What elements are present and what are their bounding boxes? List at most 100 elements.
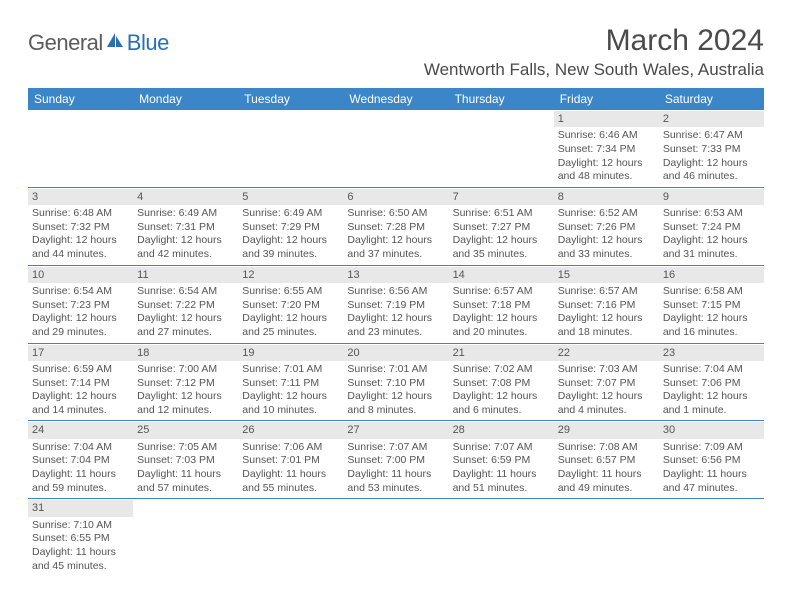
sunrise-text: Sunrise: 6:53 AM	[663, 207, 760, 221]
day-number: 6	[343, 189, 448, 205]
calendar-cell: 13Sunrise: 6:56 AMSunset: 7:19 PMDayligh…	[343, 265, 448, 343]
sunset-text: Sunset: 7:08 PM	[453, 377, 550, 391]
day-number: 1	[554, 111, 659, 127]
daylight-text: and 16 minutes.	[663, 326, 760, 340]
daylight-text: and 14 minutes.	[32, 404, 129, 418]
sunset-text: Sunset: 7:18 PM	[453, 299, 550, 313]
logo-text-general: General	[28, 30, 103, 56]
daylight-text: and 10 minutes.	[242, 404, 339, 418]
daylight-text: Daylight: 12 hours	[242, 390, 339, 404]
day-number: 30	[659, 422, 764, 438]
daylight-text: Daylight: 12 hours	[137, 312, 234, 326]
sunset-text: Sunset: 6:57 PM	[558, 454, 655, 468]
day-header: Monday	[133, 88, 238, 110]
day-number: 23	[659, 345, 764, 361]
calendar-cell: 25Sunrise: 7:05 AMSunset: 7:03 PMDayligh…	[133, 421, 238, 499]
sunrise-text: Sunrise: 6:47 AM	[663, 129, 760, 143]
calendar-cell: 8Sunrise: 6:52 AMSunset: 7:26 PMDaylight…	[554, 187, 659, 265]
daylight-text: Daylight: 12 hours	[242, 234, 339, 248]
sunrise-text: Sunrise: 7:08 AM	[558, 441, 655, 455]
daylight-text: Daylight: 11 hours	[32, 546, 129, 560]
sunset-text: Sunset: 6:59 PM	[453, 454, 550, 468]
sunset-text: Sunset: 7:22 PM	[137, 299, 234, 313]
day-header: Tuesday	[238, 88, 343, 110]
daylight-text: Daylight: 11 hours	[347, 468, 444, 482]
sunrise-text: Sunrise: 7:07 AM	[453, 441, 550, 455]
day-number: 7	[449, 189, 554, 205]
daylight-text: Daylight: 11 hours	[453, 468, 550, 482]
calendar-cell	[133, 499, 238, 576]
month-title: March 2024	[424, 24, 764, 58]
daylight-text: and 6 minutes.	[453, 404, 550, 418]
daylight-text: Daylight: 12 hours	[558, 234, 655, 248]
calendar-cell: 18Sunrise: 7:00 AMSunset: 7:12 PMDayligh…	[133, 343, 238, 421]
daylight-text: Daylight: 11 hours	[558, 468, 655, 482]
day-number: 8	[554, 189, 659, 205]
day-number: 27	[343, 422, 448, 438]
sunrise-text: Sunrise: 7:01 AM	[242, 363, 339, 377]
daylight-text: and 55 minutes.	[242, 482, 339, 496]
sunset-text: Sunset: 7:15 PM	[663, 299, 760, 313]
sunset-text: Sunset: 7:24 PM	[663, 221, 760, 235]
day-number: 26	[238, 422, 343, 438]
day-number: 28	[449, 422, 554, 438]
sunset-text: Sunset: 7:12 PM	[137, 377, 234, 391]
sunset-text: Sunset: 7:16 PM	[558, 299, 655, 313]
calendar-cell: 14Sunrise: 6:57 AMSunset: 7:18 PMDayligh…	[449, 265, 554, 343]
daylight-text: and 33 minutes.	[558, 248, 655, 262]
daylight-text: and 8 minutes.	[347, 404, 444, 418]
daylight-text: Daylight: 11 hours	[663, 468, 760, 482]
logo-sail-icon	[105, 31, 125, 49]
calendar-cell: 17Sunrise: 6:59 AMSunset: 7:14 PMDayligh…	[28, 343, 133, 421]
day-number: 22	[554, 345, 659, 361]
sunset-text: Sunset: 7:27 PM	[453, 221, 550, 235]
calendar-cell	[554, 499, 659, 576]
sunrise-text: Sunrise: 6:51 AM	[453, 207, 550, 221]
daylight-text: Daylight: 12 hours	[558, 390, 655, 404]
daylight-text: Daylight: 12 hours	[453, 234, 550, 248]
calendar-cell	[449, 499, 554, 576]
sunset-text: Sunset: 6:55 PM	[32, 532, 129, 546]
calendar-cell: 9Sunrise: 6:53 AMSunset: 7:24 PMDaylight…	[659, 187, 764, 265]
sunrise-text: Sunrise: 7:09 AM	[663, 441, 760, 455]
sunrise-text: Sunrise: 6:52 AM	[558, 207, 655, 221]
day-header-row: Sunday Monday Tuesday Wednesday Thursday…	[28, 88, 764, 110]
daylight-text: and 59 minutes.	[32, 482, 129, 496]
calendar-cell: 27Sunrise: 7:07 AMSunset: 7:00 PMDayligh…	[343, 421, 448, 499]
calendar-cell: 20Sunrise: 7:01 AMSunset: 7:10 PMDayligh…	[343, 343, 448, 421]
daylight-text: Daylight: 12 hours	[663, 157, 760, 171]
calendar-cell: 5Sunrise: 6:49 AMSunset: 7:29 PMDaylight…	[238, 187, 343, 265]
day-number: 15	[554, 267, 659, 283]
daylight-text: Daylight: 11 hours	[32, 468, 129, 482]
sunrise-text: Sunrise: 6:50 AM	[347, 207, 444, 221]
title-block: March 2024 Wentworth Falls, New South Wa…	[424, 24, 764, 80]
daylight-text: Daylight: 12 hours	[453, 312, 550, 326]
daylight-text: and 1 minute.	[663, 404, 760, 418]
daylight-text: and 23 minutes.	[347, 326, 444, 340]
day-number: 5	[238, 189, 343, 205]
day-header: Wednesday	[343, 88, 448, 110]
daylight-text: and 44 minutes.	[32, 248, 129, 262]
calendar-row: 10Sunrise: 6:54 AMSunset: 7:23 PMDayligh…	[28, 265, 764, 343]
day-number: 29	[554, 422, 659, 438]
calendar-cell: 24Sunrise: 7:04 AMSunset: 7:04 PMDayligh…	[28, 421, 133, 499]
daylight-text: and 35 minutes.	[453, 248, 550, 262]
daylight-text: and 37 minutes.	[347, 248, 444, 262]
day-number: 10	[28, 267, 133, 283]
sunrise-text: Sunrise: 7:05 AM	[137, 441, 234, 455]
sunrise-text: Sunrise: 6:54 AM	[137, 285, 234, 299]
calendar-cell: 26Sunrise: 7:06 AMSunset: 7:01 PMDayligh…	[238, 421, 343, 499]
sunset-text: Sunset: 7:19 PM	[347, 299, 444, 313]
calendar-cell	[238, 110, 343, 187]
sunrise-text: Sunrise: 6:58 AM	[663, 285, 760, 299]
day-number: 9	[659, 189, 764, 205]
sunset-text: Sunset: 7:34 PM	[558, 143, 655, 157]
day-header: Sunday	[28, 88, 133, 110]
sunset-text: Sunset: 7:00 PM	[347, 454, 444, 468]
daylight-text: and 42 minutes.	[137, 248, 234, 262]
daylight-text: Daylight: 12 hours	[32, 312, 129, 326]
day-number: 24	[28, 422, 133, 438]
sunrise-text: Sunrise: 7:02 AM	[453, 363, 550, 377]
logo: General Blue	[28, 30, 169, 56]
daylight-text: and 4 minutes.	[558, 404, 655, 418]
